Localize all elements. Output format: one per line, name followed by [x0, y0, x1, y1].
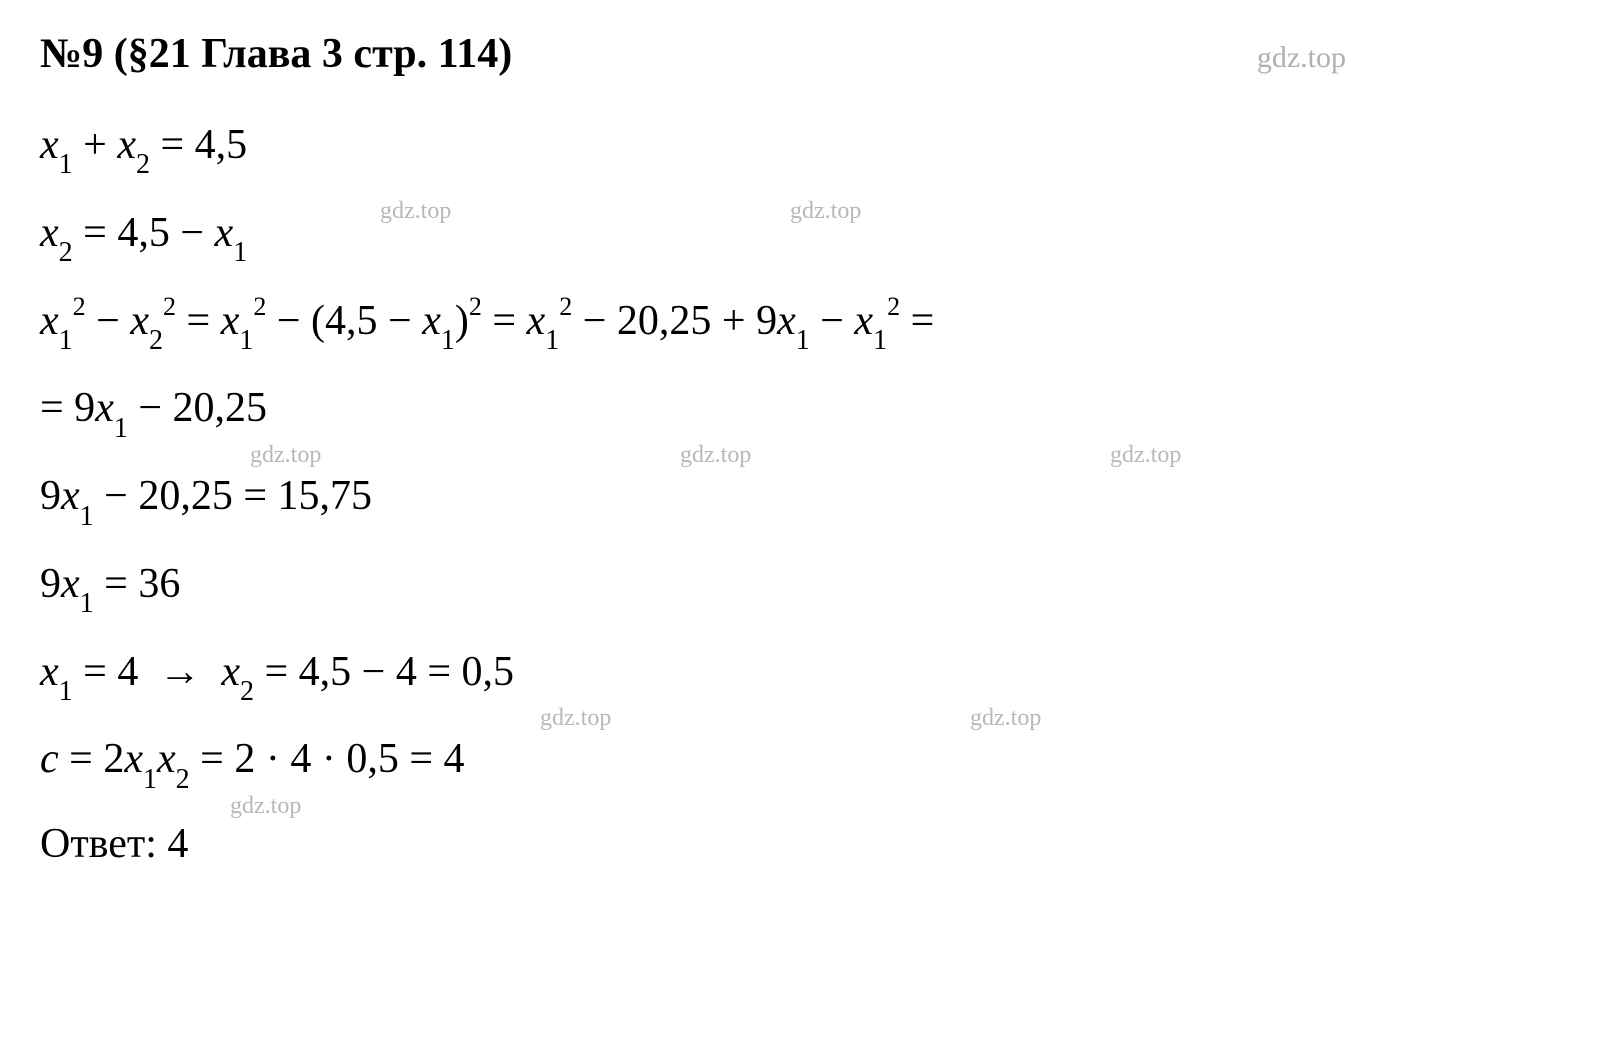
value: 9 [40, 561, 61, 607]
value: = 9 [40, 385, 95, 431]
watermark: gdz.top [230, 791, 301, 822]
subscript: 2 [176, 764, 190, 795]
var-x: x [40, 122, 59, 168]
superscript: 2 [73, 292, 86, 321]
value: = 4,5 − 4 = 0,5 [254, 649, 514, 695]
var-x: x [61, 473, 80, 519]
equation-line-6: 9x1 = 36 [40, 557, 1566, 617]
equation-line-8: c = 2x1x2 = 2 · 4 · 0,5 = 4 gdz.top [40, 732, 1566, 792]
superscript: 2 [559, 292, 572, 321]
var-x: x [527, 298, 546, 344]
superscript: 2 [163, 292, 176, 321]
value: = 2 [59, 736, 125, 782]
watermark: gdz.top [680, 440, 751, 471]
subscript: 1 [59, 149, 73, 180]
equation-line-5: 9x1 − 20,25 = 15,75 [40, 469, 1566, 529]
arrow-icon: → [159, 645, 201, 700]
value: 9 [40, 473, 61, 519]
var-x: x [211, 649, 240, 695]
var-x: x [40, 649, 59, 695]
var-x: x [124, 736, 143, 782]
operator: = [900, 298, 934, 344]
var-x: x [130, 298, 149, 344]
operator: = [176, 298, 221, 344]
var-x: x [854, 298, 873, 344]
superscript: 2 [253, 292, 266, 321]
var-x: x [117, 122, 136, 168]
operator: − [86, 298, 131, 344]
superscript: 2 [887, 292, 900, 321]
var-x: x [422, 298, 441, 344]
watermark: gdz.top [970, 703, 1041, 734]
subscript: 1 [143, 764, 157, 795]
var-x: x [157, 736, 176, 782]
subscript: 1 [233, 237, 247, 268]
answer-line: Ответ: 4 [40, 820, 1566, 868]
subscript: 1 [545, 325, 559, 356]
var-c: c [40, 736, 59, 782]
subscript: 1 [441, 325, 455, 356]
subscript: 2 [240, 676, 254, 707]
value: = 36 [94, 561, 181, 607]
header: №9 (§21 Глава 3 стр. 114) gdz.top [40, 30, 1566, 78]
watermark: gdz.top [380, 196, 451, 227]
var-x: x [777, 298, 796, 344]
equation-line-7: x1 = 4 → x2 = 4,5 − 4 = 0,5 gdz.top gdz.… [40, 645, 1566, 705]
operator: + [73, 122, 118, 168]
subscript: 2 [59, 237, 73, 268]
watermark: gdz.top [540, 703, 611, 734]
superscript: 2 [469, 292, 482, 321]
equation-line-2: x2 = 4,5 − x1 gdz.top gdz.top [40, 206, 1566, 266]
value: − (4,5 − [266, 298, 422, 344]
value: = 4,5 − [73, 210, 215, 256]
subscript: 1 [80, 588, 94, 619]
watermark: gdz.top [790, 196, 861, 227]
var-x: x [95, 385, 114, 431]
watermark: gdz.top [250, 440, 321, 471]
var-x: x [61, 561, 80, 607]
equation-line-1: x1 + x2 = 4,5 [40, 118, 1566, 178]
page-title: №9 (§21 Глава 3 стр. 114) [40, 30, 512, 78]
operator: − [810, 298, 855, 344]
value: − 20,25 [128, 385, 267, 431]
subscript: 1 [239, 325, 253, 356]
subscript: 2 [136, 149, 150, 180]
value: = 4 [73, 649, 149, 695]
value: = 4,5 [150, 122, 247, 168]
watermark-top: gdz.top [1257, 41, 1566, 75]
value: − 20,25 = 15,75 [94, 473, 372, 519]
equation-line-4: = 9x1 − 20,25 gdz.top gdz.top gdz.top [40, 381, 1566, 441]
equation-line-3: x12 − x22 = x12 − (4,5 − x1)2 = x12 − 20… [40, 294, 1566, 354]
subscript: 1 [80, 501, 94, 532]
var-x: x [40, 298, 59, 344]
value: = 2 · 4 · 0,5 = 4 [190, 736, 465, 782]
var-x: x [221, 298, 240, 344]
var-x: x [40, 210, 59, 256]
value: − 20,25 + 9 [572, 298, 777, 344]
watermark: gdz.top [1110, 440, 1181, 471]
subscript: 1 [114, 413, 128, 444]
subscript: 2 [149, 325, 163, 356]
subscript: 1 [873, 325, 887, 356]
var-x: x [215, 210, 234, 256]
subscript: 1 [59, 325, 73, 356]
subscript: 1 [796, 325, 810, 356]
subscript: 1 [59, 676, 73, 707]
operator: = [482, 298, 527, 344]
value: ) [455, 298, 469, 344]
